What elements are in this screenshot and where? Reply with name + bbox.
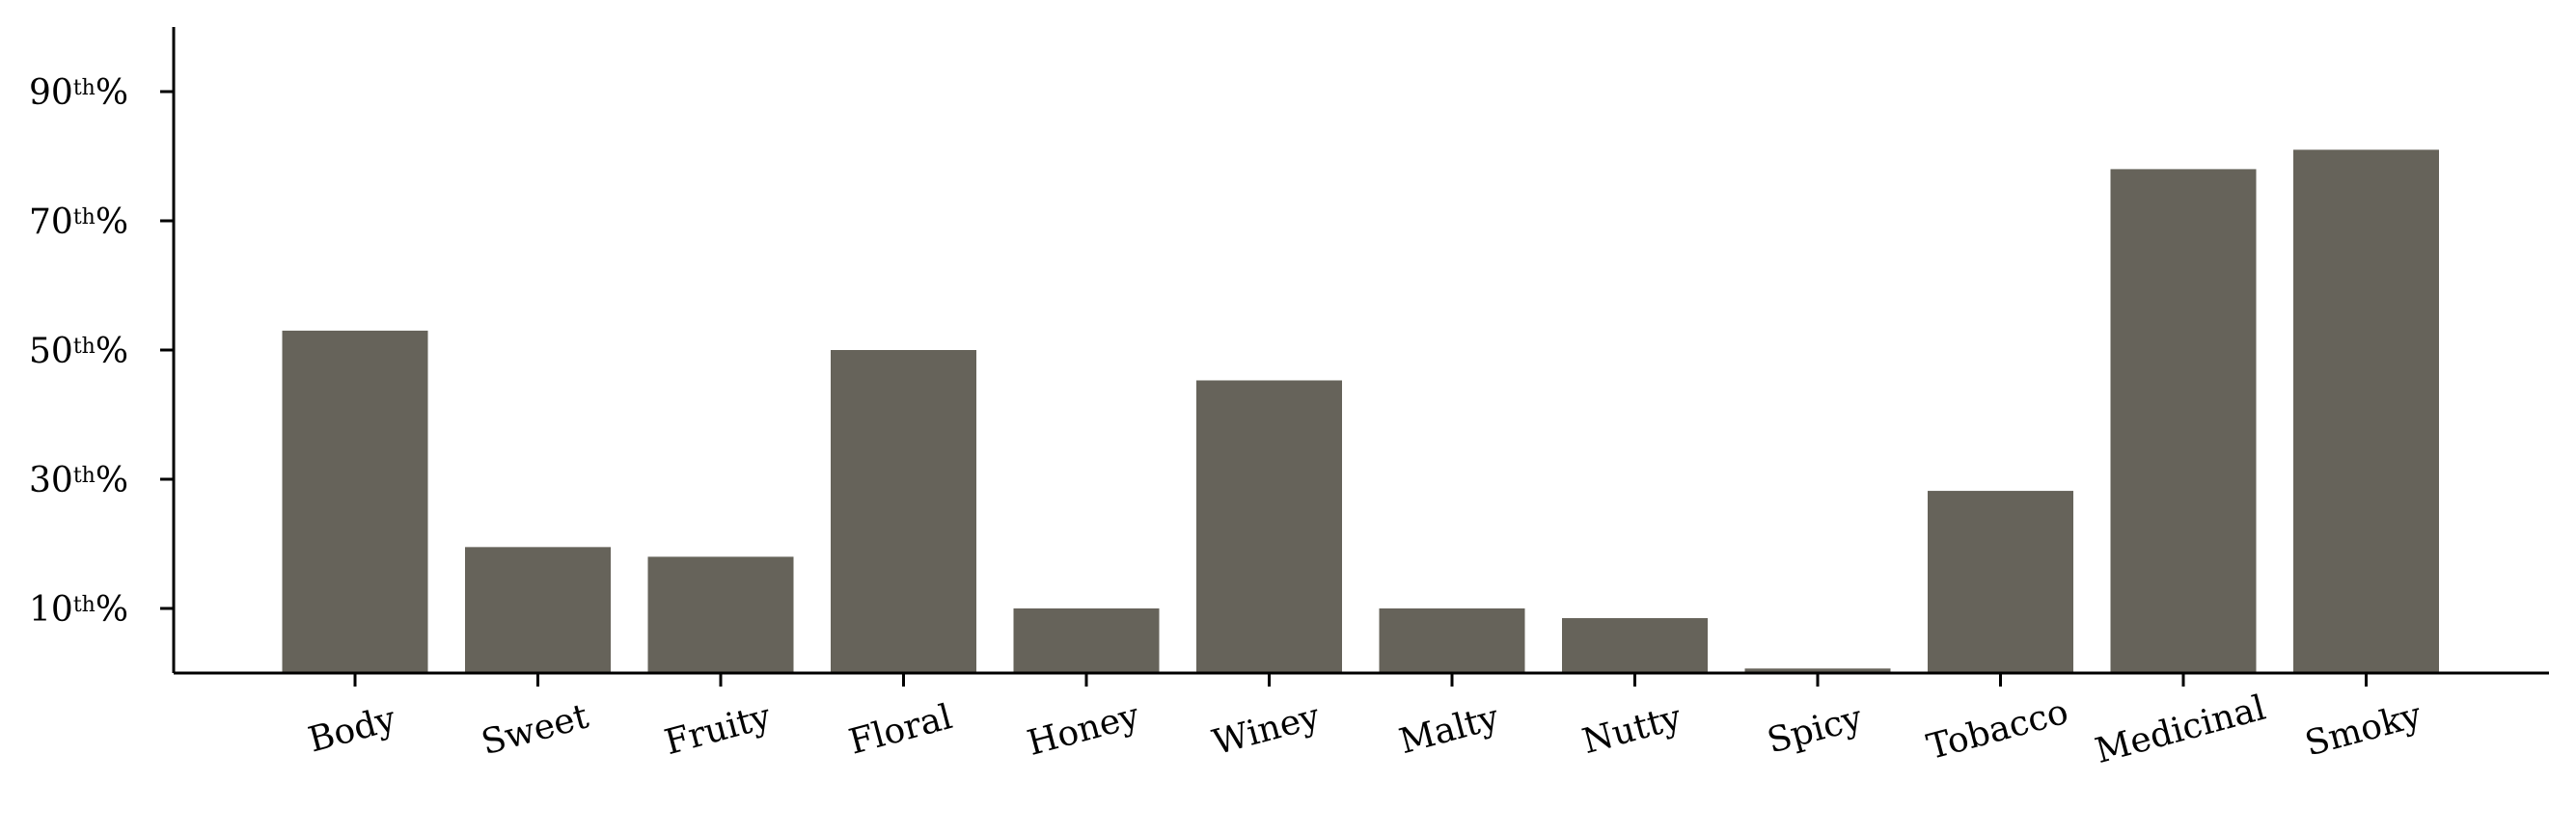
y-tick-label-10: 10th%	[29, 590, 128, 630]
x-tick-label-malty: Malty	[1395, 697, 1503, 762]
bar-floral	[831, 350, 976, 673]
bar-honey	[1013, 608, 1160, 673]
x-tick-label-spicy: Spicy	[1764, 698, 1868, 762]
y-axis-ticks: 10th% 30th% 50th% 70th% 90th%	[29, 73, 174, 630]
bar-sweet	[465, 547, 611, 673]
bars-group	[282, 149, 2439, 674]
x-tick-label-winey: Winey	[1209, 696, 1325, 763]
x-tick-label-medicinal: Medicinal	[2092, 688, 2270, 771]
bar-smoky	[2293, 149, 2439, 674]
bar-malty	[1379, 608, 1525, 673]
y-tick-label-70: 70th%	[29, 202, 128, 242]
y-tick-label-30: 30th%	[29, 461, 128, 500]
x-tick-label-floral: Floral	[845, 697, 956, 763]
x-tick-label-nutty: Nutty	[1578, 697, 1686, 762]
bar-spicy	[1744, 668, 1891, 673]
x-tick-label-tobacco: Tobacco	[1923, 692, 2072, 768]
bar-medicinal	[2110, 169, 2257, 673]
y-tick-label-50: 50th%	[29, 332, 128, 371]
x-axis-ticks: Body Sweet Fruity Floral Honey Winey Malty Nutt…	[305, 673, 2426, 771]
bar-body	[282, 330, 428, 673]
bar-tobacco	[1928, 491, 2073, 673]
x-tick-label-smoky: Smoky	[2301, 695, 2426, 765]
x-tick-label-honey: Honey	[1024, 696, 1144, 764]
bar-nutty	[1562, 618, 1708, 673]
x-tick-label-sweet: Sweet	[478, 696, 593, 763]
bar-winey	[1196, 380, 1342, 673]
y-tick-label-90: 90th%	[29, 73, 128, 113]
x-tick-label-fruity: Fruity	[661, 696, 776, 763]
x-tick-label-body: Body	[305, 699, 401, 760]
bar-fruity	[647, 556, 794, 673]
